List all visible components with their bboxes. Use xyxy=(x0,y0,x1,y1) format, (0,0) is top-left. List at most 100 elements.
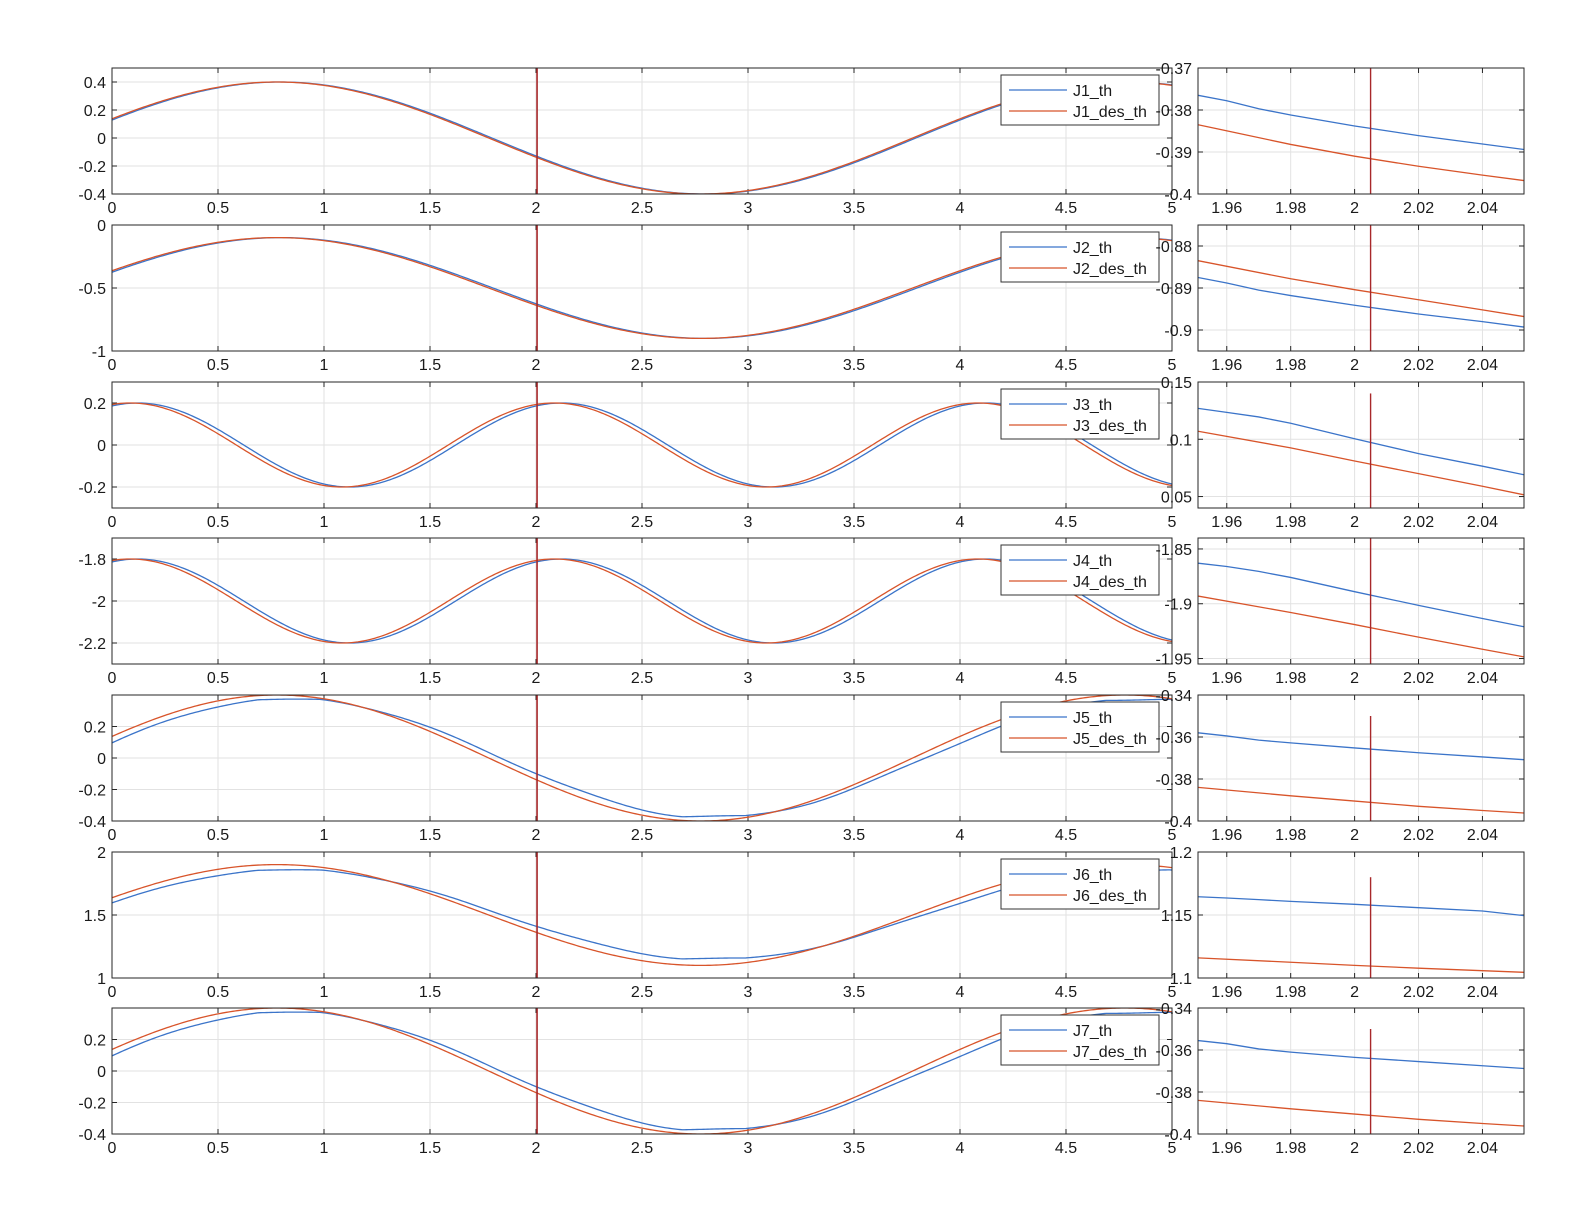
zoom-plot-area xyxy=(1198,68,1524,194)
legend-box xyxy=(1000,701,1160,753)
zoom-y-tick-label: -1.85 xyxy=(1156,542,1193,559)
main-y-tick-label: -0.2 xyxy=(78,159,106,176)
zoom-series-line-j1-des-th xyxy=(1198,124,1524,182)
zoom-plot-area xyxy=(1198,382,1524,508)
zoom-y-tick-label: -0.36 xyxy=(1156,730,1193,747)
main-y-tick-label: -2.2 xyxy=(78,636,106,653)
main-x-tick-label: 3 xyxy=(744,200,753,217)
zoom-x-tick-label: 1.98 xyxy=(1275,514,1306,531)
main-x-tick-label: 5 xyxy=(1168,984,1177,1001)
zoom-x-tick-label: 1.98 xyxy=(1275,200,1306,217)
legend: J7_th J7_des_th xyxy=(1000,1014,1160,1066)
legend-label-desired: J4_des_th xyxy=(1073,574,1147,591)
main-x-tick-label: 0 xyxy=(108,984,117,1001)
series-line-j3-des-th xyxy=(112,402,1172,488)
zoom-series-line-j3-th xyxy=(1198,407,1524,476)
zoom-y-tick-label: -0.38 xyxy=(1156,772,1193,789)
series-line-j2-des-th xyxy=(112,236,1172,340)
zoom-y-tick-label: 0.05 xyxy=(1161,490,1192,507)
zoom-x-tick-label: 1.96 xyxy=(1211,1140,1242,1157)
zoom-y-tick-label: -0.88 xyxy=(1156,239,1193,256)
main-x-tick-label: 0 xyxy=(108,670,117,687)
zoom-x-tick-label: 2.04 xyxy=(1467,514,1498,531)
main-axes-frame xyxy=(111,67,1173,195)
main-y-tick-label: 0 xyxy=(97,751,106,768)
main-x-tick-label: 5 xyxy=(1168,670,1177,687)
main-x-tick-label: 3 xyxy=(744,514,753,531)
zoom-x-tick-label: 2.02 xyxy=(1403,827,1434,844)
main-x-tick-label: 2 xyxy=(532,200,541,217)
zoom-y-tick-label: -0.4 xyxy=(1164,1127,1192,1144)
legend-label-desired: J5_des_th xyxy=(1073,731,1147,748)
main-x-tick-label: 1.5 xyxy=(419,514,441,531)
legend-label-desired: J1_des_th xyxy=(1073,104,1147,121)
zoom-x-tick-label: 1.98 xyxy=(1275,984,1306,1001)
main-x-tick-label: 5 xyxy=(1168,357,1177,374)
main-x-tick-label: 2.5 xyxy=(631,1140,653,1157)
main-y-tick-label: -0.2 xyxy=(78,783,106,800)
main-x-tick-label: 4.5 xyxy=(1055,827,1077,844)
zoom-x-tick-label: 2 xyxy=(1350,827,1359,844)
main-y-tick-label: 1.5 xyxy=(84,908,106,925)
main-y-tick-label: -0.5 xyxy=(78,281,106,298)
main-x-tick-label: 0.5 xyxy=(207,514,229,531)
main-axes-frame xyxy=(111,1007,1173,1135)
series-line-j6-th xyxy=(112,869,1172,960)
main-x-tick-label: 1 xyxy=(320,514,329,531)
main-x-tick-label: 1 xyxy=(320,357,329,374)
main-x-tick-label: 5 xyxy=(1168,200,1177,217)
zoom-x-tick-label: 2 xyxy=(1350,514,1359,531)
legend-label-measured: J1_th xyxy=(1073,83,1112,100)
main-axes-frame xyxy=(111,851,1173,979)
main-x-tick-label: 4 xyxy=(956,1140,965,1157)
zoom-series-line-j2-des-th xyxy=(1198,260,1524,318)
zoom-y-tick-label: -1.95 xyxy=(1156,652,1193,669)
zoom-x-tick-label: 2 xyxy=(1350,200,1359,217)
main-x-tick-label: 2 xyxy=(532,670,541,687)
zoom-series-line-j5-des-th xyxy=(1198,786,1524,814)
zoom-axes-frame xyxy=(1197,381,1525,509)
zoom-series-line-j2-th xyxy=(1198,276,1524,328)
main-x-tick-label: 0 xyxy=(108,200,117,217)
zoom-series-line-j5-th xyxy=(1198,732,1524,761)
main-x-tick-label: 3 xyxy=(744,827,753,844)
joint-row-j1: 0 0.5 1 1.5 2 2.5 3 3.5 4 4.5 5-0.4-0.200.20.4 J1_t… xyxy=(78,61,1525,217)
series-line-j7-th xyxy=(112,1011,1172,1131)
joint-row-j2: 0 0.5 1 1.5 2 2.5 3 3.5 4 4.5 5 -1 -0.5 0 J2_th J2_des_… xyxy=(78,218,1525,374)
main-y-tick-label: 0.2 xyxy=(84,720,106,737)
zoom-series-line-j1-th xyxy=(1198,94,1524,151)
main-y-tick-label: -2 xyxy=(92,594,106,611)
main-y-tick-label: -1 xyxy=(92,344,106,361)
zoom-x-tick-label: 2.02 xyxy=(1403,670,1434,687)
main-x-tick-label: 4 xyxy=(956,200,965,217)
main-x-tick-label: 0 xyxy=(108,1140,117,1157)
main-x-tick-label: 5 xyxy=(1168,1140,1177,1157)
legend-label-measured: J7_th xyxy=(1073,1023,1112,1040)
zoom-x-tick-label: 2.04 xyxy=(1467,827,1498,844)
main-x-tick-label: 1.5 xyxy=(419,670,441,687)
zoom-series-line-j6-th xyxy=(1198,896,1524,917)
main-x-tick-label: 4.5 xyxy=(1055,1140,1077,1157)
main-x-tick-label: 0.5 xyxy=(207,670,229,687)
main-x-tick-label: 1 xyxy=(320,984,329,1001)
main-y-tick-label: 0 xyxy=(97,1064,106,1081)
joint-row-j5: 0 0.5 1 1.5 2 2.5 3 3.5 4 4.5 5-0.4-0.200.2J5_thJ5… xyxy=(78,688,1525,844)
main-x-tick-label: 2 xyxy=(532,1140,541,1157)
main-y-tick-label: -1.8 xyxy=(78,552,106,569)
main-x-tick-label: 0 xyxy=(108,357,117,374)
joint-row-j3: 0 0.5 1 1.5 2 2.5 3 3.5 4 4.5 5-0.200.2 J3_thJ3_des… xyxy=(78,375,1525,531)
zoom-y-tick-label: -1.9 xyxy=(1164,597,1192,614)
main-x-tick-label: 3 xyxy=(744,984,753,1001)
main-x-tick-label: 2.5 xyxy=(631,357,653,374)
series-line-j6-des-th xyxy=(112,863,1172,967)
main-x-tick-label: 5 xyxy=(1168,827,1177,844)
legend-label-desired: J7_des_th xyxy=(1073,1044,1147,1061)
legend-label-measured: J3_th xyxy=(1073,397,1112,414)
zoom-y-tick-label: 0.1 xyxy=(1170,432,1192,449)
main-x-tick-label: 1.5 xyxy=(419,200,441,217)
zoom-y-tick-label: 1.2 xyxy=(1170,845,1192,862)
main-x-tick-label: 3.5 xyxy=(843,984,865,1001)
main-y-tick-label: -0.4 xyxy=(78,187,106,204)
main-x-tick-label: 3.5 xyxy=(843,514,865,531)
legend-label-desired: J2_des_th xyxy=(1073,261,1147,278)
